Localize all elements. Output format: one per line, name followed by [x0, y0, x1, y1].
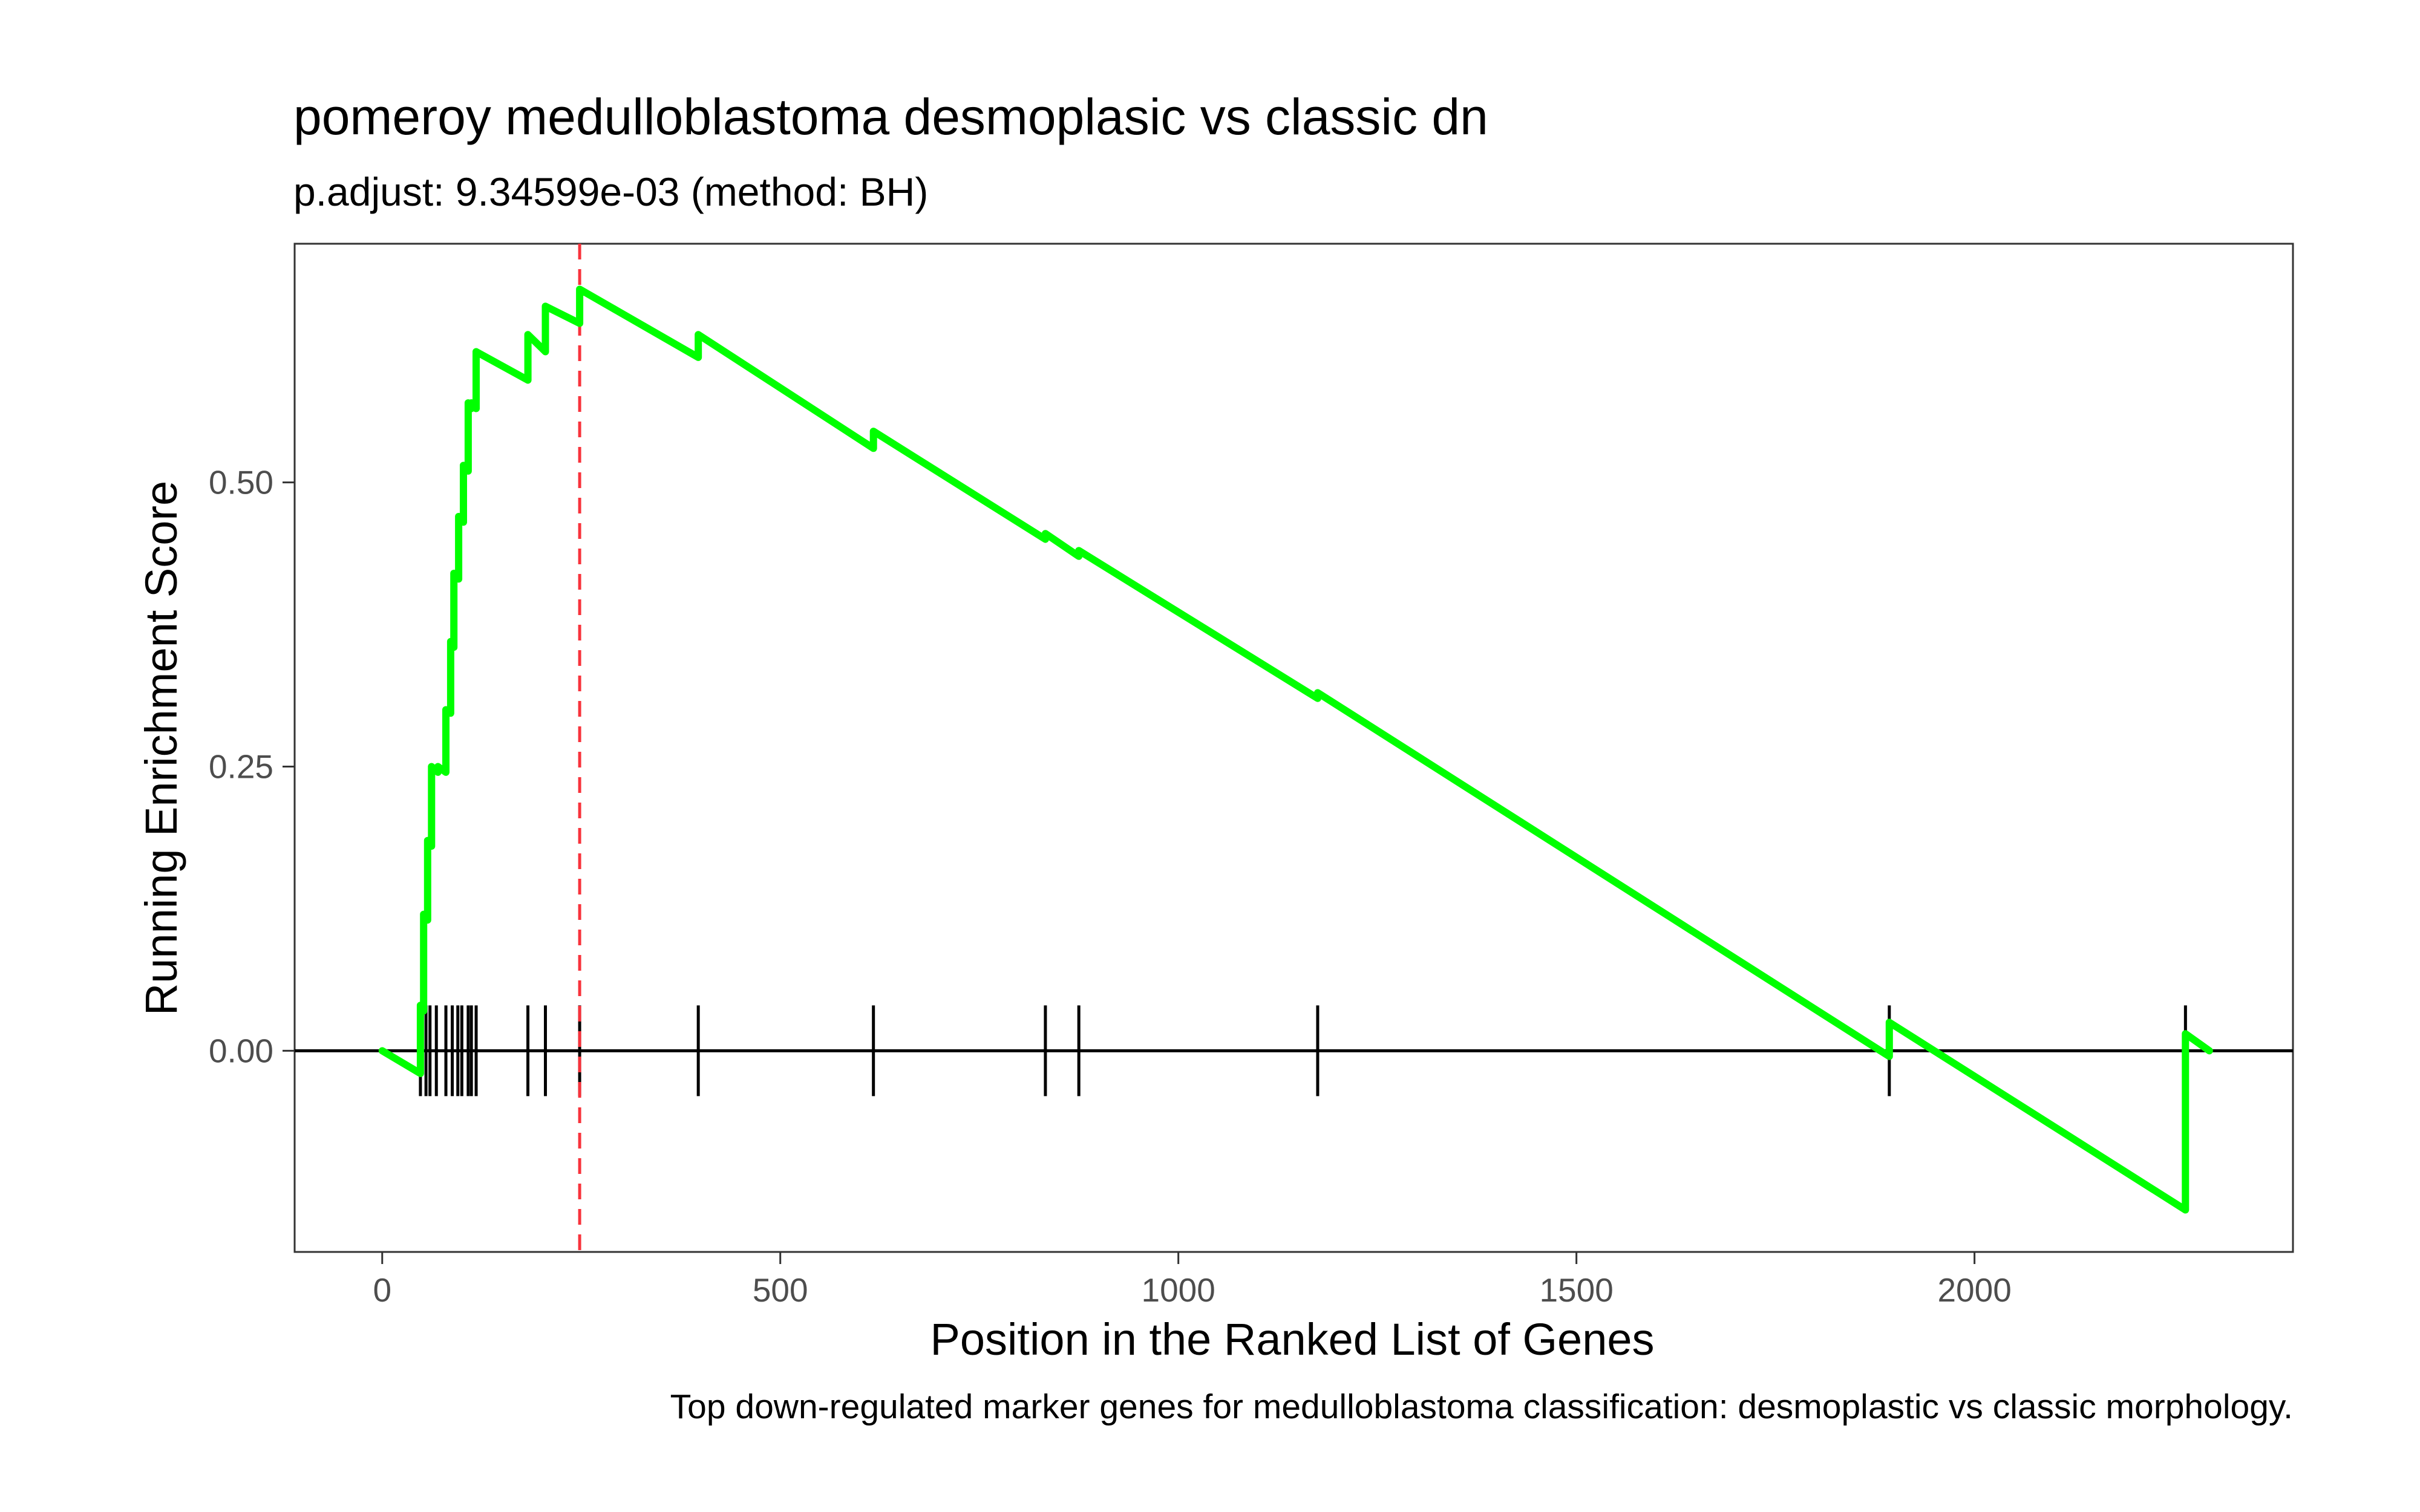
y-tick-label: 0.25	[209, 748, 273, 786]
x-tick-label: 2000	[1937, 1271, 2011, 1309]
y-tick-label: 0.50	[209, 464, 273, 501]
x-axis-title: Position in the Ranked List of Genes	[930, 1314, 1654, 1364]
x-tick-label: 0	[373, 1271, 391, 1309]
plot-panel	[293, 243, 2294, 1253]
chart-title: pomeroy medulloblastoma desmoplasic vs c…	[293, 88, 1488, 145]
x-tick-label: 500	[753, 1271, 808, 1309]
plot-marks	[295, 244, 2293, 1252]
y-axis: 0.00 0.25 0.50	[209, 464, 295, 1069]
chart-subtitle: p.adjust: 9.34599e-03 (method: BH)	[293, 169, 928, 214]
running-es-line	[378, 285, 2213, 1214]
x-tick-label: 1500	[1539, 1271, 1613, 1309]
y-axis-title: Running Enrichment Score	[136, 481, 186, 1015]
x-axis: 0 500 1000 1500 2000	[373, 1252, 2012, 1309]
chart-caption: Top down-regulated marker genes for medu…	[670, 1387, 2293, 1426]
x-tick-label: 1000	[1142, 1271, 1215, 1309]
y-tick-label: 0.00	[209, 1032, 273, 1069]
